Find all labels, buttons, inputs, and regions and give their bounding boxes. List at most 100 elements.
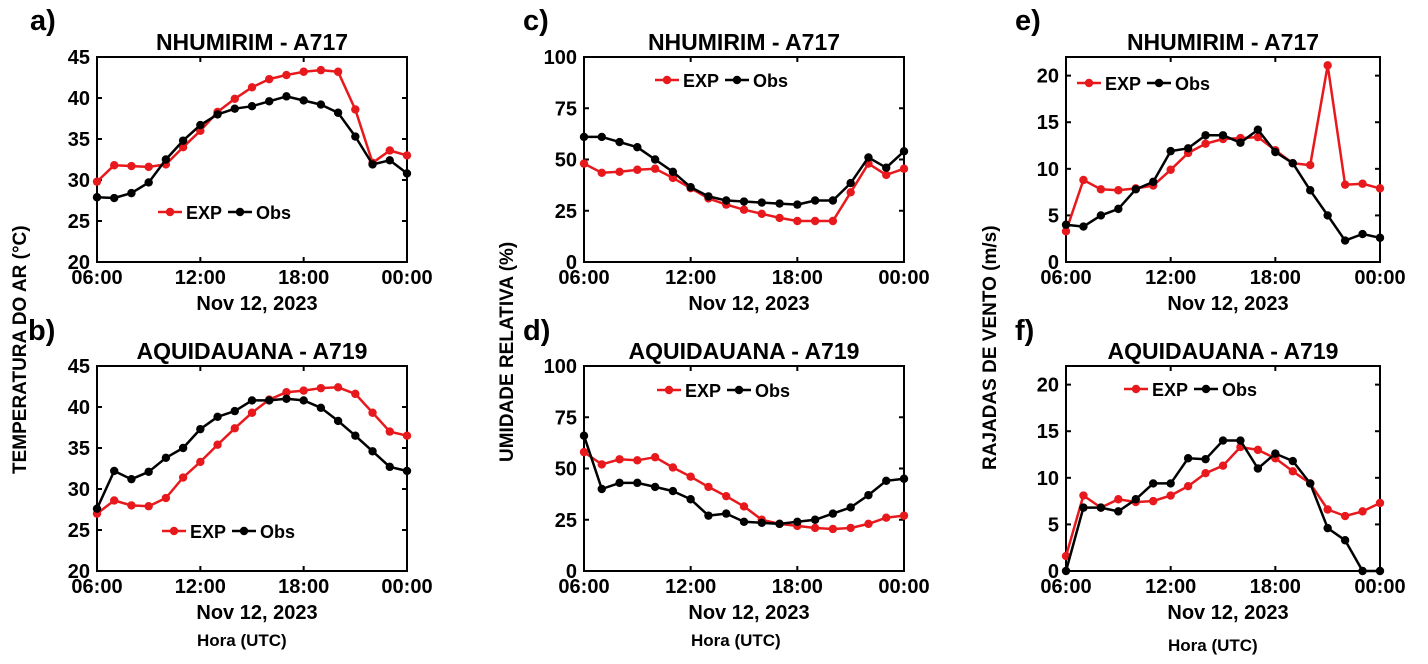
data-point-obs: [810, 515, 820, 524]
x-tick-label: 12:00: [665, 267, 716, 289]
legend-label: EXP: [186, 203, 222, 223]
y-tick-label: 20: [1037, 375, 1059, 397]
data-point-obs: [1131, 495, 1140, 504]
data-point-obs: [864, 153, 873, 162]
x-tick-label: 00:00: [878, 576, 929, 598]
data-point-exp: [1079, 491, 1088, 500]
data-point-obs: [161, 155, 171, 164]
y-tick-label: 5: [1048, 205, 1059, 227]
data-point-obs: [633, 478, 642, 488]
data-point-obs: [196, 424, 205, 434]
data-point-exp: [1079, 175, 1088, 185]
data-point-exp: [597, 168, 606, 178]
data-point-obs: [1096, 503, 1106, 512]
data-point-obs: [368, 160, 377, 169]
data-point-obs: [633, 143, 642, 152]
data-point-exp: [299, 386, 308, 395]
data-point-exp: [402, 431, 412, 440]
data-point-obs: [1253, 125, 1263, 134]
data-point-obs: [161, 453, 171, 463]
data-point-obs: [1096, 211, 1106, 220]
legend: EXP Obs: [158, 203, 291, 223]
data-point-exp: [846, 523, 855, 533]
data-point-obs: [1288, 456, 1297, 466]
y-tick-label: 50: [555, 459, 577, 481]
data-point-obs: [333, 108, 343, 117]
data-point-obs: [704, 511, 713, 520]
chart-title: NHUMIRIM - A717: [156, 29, 348, 55]
legend-label: Obs: [260, 522, 295, 542]
x-tick-label: 06:00: [1040, 576, 1091, 598]
data-point-exp: [161, 493, 171, 503]
data-point-obs: [864, 490, 873, 500]
legend-marker-exp: [169, 526, 179, 536]
data-point-exp: [247, 83, 257, 92]
panel-letter: c): [523, 5, 549, 37]
data-point-exp: [650, 453, 660, 462]
y-tick-label: 30: [68, 170, 90, 192]
data-point-exp: [828, 524, 838, 534]
x-tick-label: 00:00: [381, 267, 432, 289]
data-point-obs: [1201, 454, 1210, 464]
data-point-exp: [247, 408, 257, 417]
data-point-obs: [775, 519, 784, 529]
data-point-obs: [1323, 211, 1332, 220]
data-point-obs: [144, 467, 153, 476]
y-tick-label: 5: [1048, 514, 1059, 536]
data-point-exp: [1201, 139, 1210, 148]
data-point-obs: [230, 406, 239, 416]
data-point-obs: [178, 443, 188, 453]
data-point-exp: [579, 159, 589, 168]
data-point-exp: [230, 424, 239, 433]
x-tick-label: 06:00: [558, 576, 609, 598]
data-point-obs: [282, 92, 291, 101]
data-point-exp: [127, 501, 136, 510]
legend-label: Obs: [256, 203, 291, 223]
data-point-obs: [1358, 229, 1367, 239]
xcaption-hora-a: Hora (UTC): [197, 631, 287, 650]
data-point-obs: [316, 100, 326, 109]
data-point-exp: [722, 491, 731, 501]
data-point-obs: [810, 196, 820, 205]
data-point-exp: [316, 383, 326, 393]
data-point-exp: [1114, 186, 1123, 195]
data-point-exp: [650, 164, 660, 173]
series-line-obs: [1065, 128, 1381, 242]
y-tick-label: 45: [68, 356, 90, 378]
data-point-obs: [650, 155, 660, 164]
data-point-exp: [1149, 496, 1158, 506]
y-tick-label: 40: [68, 88, 90, 110]
legend-marker-exp: [664, 385, 674, 395]
data-point-exp: [385, 427, 394, 436]
data-point-exp: [864, 519, 873, 529]
legend-marker-obs: [734, 385, 744, 395]
xcaption-hora-b: Hora (UTC): [691, 631, 781, 650]
legend: EXP Obs: [1077, 74, 1210, 94]
data-point-exp: [1061, 227, 1071, 236]
data-point-obs: [1253, 464, 1263, 473]
data-point-obs: [1166, 146, 1175, 156]
data-point-obs: [615, 478, 624, 488]
data-point-obs: [668, 167, 678, 176]
data-point-exp: [615, 455, 624, 464]
data-point-exp: [196, 457, 205, 467]
data-point-exp: [92, 177, 102, 186]
y-tick-label: 100: [544, 356, 577, 378]
x-tick-label: 12:00: [175, 576, 226, 598]
data-point-obs: [196, 120, 205, 130]
data-point-exp: [1288, 467, 1297, 476]
x-tick-label: 06:00: [71, 267, 122, 289]
data-point-obs: [282, 394, 291, 403]
data-point-obs: [597, 132, 606, 142]
ylabel-temperature: TEMPERATURA DO AR (°C): [10, 225, 31, 474]
data-point-obs: [828, 509, 838, 518]
y-tick-label: 10: [1037, 159, 1059, 181]
data-point-exp: [333, 67, 343, 76]
y-tick-label: 50: [555, 150, 577, 172]
x-tick-label: 00:00: [1354, 576, 1405, 598]
data-point-obs: [368, 447, 377, 456]
data-point-exp: [1183, 482, 1193, 491]
data-point-obs: [1271, 147, 1280, 157]
